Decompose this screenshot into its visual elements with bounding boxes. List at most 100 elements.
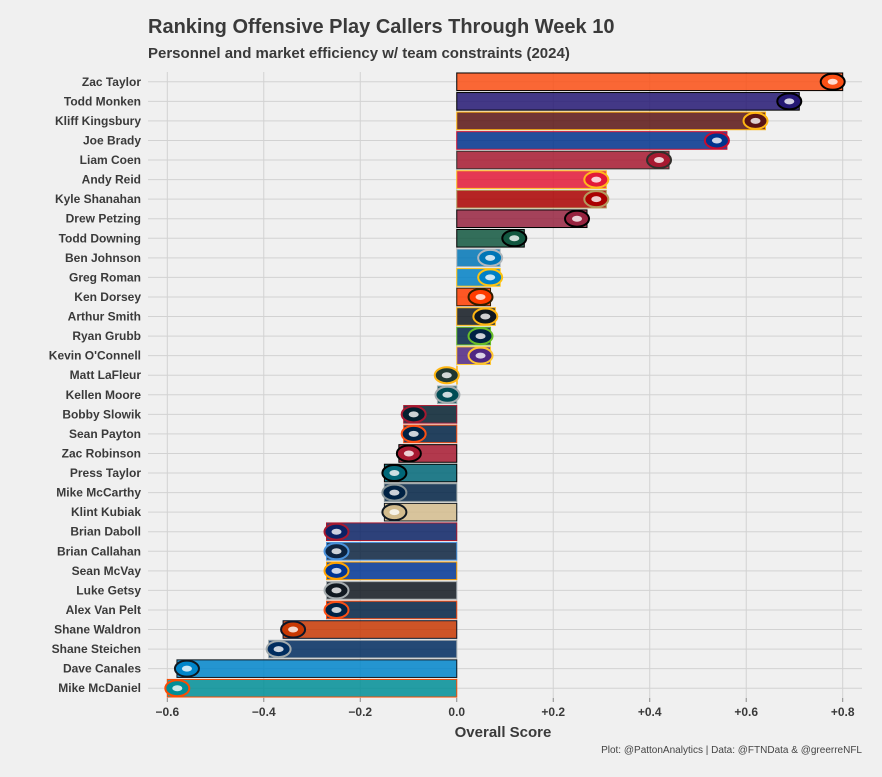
y-tick-label: Luke Getsy [76,583,141,597]
logo-highlight [485,254,496,261]
bar [456,92,800,111]
giants-logo-icon [323,522,350,541]
bar [282,620,458,639]
logo-highlight [389,489,400,496]
bills-logo-icon [703,131,730,150]
y-tick-label: Ryan Grubb [72,329,141,343]
logo-highlight [389,470,400,477]
x-tick-label: −0.4 [252,705,276,719]
jaguars-logo-icon [381,464,408,483]
logo-highlight [509,235,520,242]
y-tick-label: Mike McCarthy [56,486,141,500]
falcons-logo-icon [395,444,422,463]
bengals-logo-icon [819,72,846,91]
logo-highlight [408,411,419,418]
y-tick-label: Joe Brady [83,133,141,147]
y-tick-label: Andy Reid [82,173,141,187]
bar [456,111,767,131]
x-tick-label: +0.2 [541,705,565,719]
texans-logo-icon [400,405,427,424]
y-tick-label: Brian Daboll [70,525,141,539]
x-tick-label: +0.4 [638,705,662,719]
chiefs-logo-icon [583,170,610,189]
browns-logo-icon [323,600,350,619]
logo-highlight [441,372,452,379]
y-tick-label: Press Taylor [70,466,141,480]
chargers-logo-icon [477,268,504,287]
x-tick-label: +0.8 [831,705,855,719]
y-tick-label: Klint Kubiak [71,505,141,519]
y-axis-labels: Zac Taylor Todd Monken Kliff Kingsbury Joe … [49,75,142,695]
x-axis-title: Overall Score [455,724,552,741]
colts-logo-icon [265,640,292,659]
bar [456,72,844,92]
logo-highlight [654,157,665,164]
buccaneers-logo-icon [646,151,673,170]
logo-highlight [331,606,342,613]
y-tick-label: Zac Robinson [62,446,141,460]
ravens-logo-icon [776,92,803,111]
logo-highlight [442,391,453,398]
seahawks-logo-icon [467,327,494,346]
panthers-logo-icon [173,659,200,678]
titans-logo-icon [323,542,350,561]
x-tick-label: 0.0 [448,705,465,719]
logo-highlight [480,313,491,320]
saints-logo-icon [381,503,408,522]
y-tick-label: Drew Petzing [66,212,141,226]
y-tick-label: Alex Van Pelt [66,603,141,617]
y-tick-label: Kyle Shanahan [55,192,141,206]
y-tick-label: Zac Taylor [82,75,141,89]
logo-highlight [475,293,486,300]
y-tick-label: Arthur Smith [68,310,141,324]
y-tick-label: Kellen Moore [66,388,142,402]
bar [456,131,728,150]
logo-highlight [711,137,722,144]
y-tick-label: Liam Coen [80,153,141,167]
dolphins-logo-icon [164,679,191,698]
y-tick-label: Matt LaFleur [70,368,142,382]
y-tick-label: Dave Canales [63,662,141,676]
bar [176,659,458,678]
browns-logo-icon [467,287,494,306]
chart-subtitle: Personnel and market efficiency w/ team … [148,45,570,62]
broncos-logo-icon [400,424,427,443]
x-tick-label: −0.6 [155,705,179,719]
packers-logo-icon [433,366,460,385]
chart-caption: Plot: @PattonAnalytics | Data: @FTNData … [601,745,862,756]
x-axis: −0.6 −0.4 −0.2 0.0 +0.2 +0.4 +0.6 +0.8 Overall S… [155,698,855,741]
y-tick-label: Shane Waldron [54,623,141,637]
y-tick-label: Ben Johnson [65,251,141,265]
logo-highlight [591,176,602,183]
y-tick-label: Shane Steichen [52,642,141,656]
chart-title: Ranking Offensive Play Callers Through W… [148,16,615,38]
logo-highlight [181,665,192,672]
y-tick-label: Sean Payton [69,427,141,441]
x-tick-label: +0.6 [734,705,758,719]
jets-logo-icon [501,229,528,248]
bar [456,150,670,170]
y-tick-label: Bobby Slowik [62,407,141,421]
bears-logo-icon [280,620,307,639]
49ers-logo-icon [583,190,610,209]
eagles-logo-icon [434,385,461,404]
logo-highlight [784,98,795,105]
y-tick-label: Mike McDaniel [58,681,141,695]
logo-highlight [485,274,496,281]
logo-highlight [331,587,342,594]
bar [166,678,458,698]
logo-highlight [331,567,342,574]
cardinals-logo-icon [564,209,591,228]
x-tick-label: −0.2 [348,705,372,719]
logo-highlight [331,548,342,555]
lions-logo-icon [477,248,504,267]
y-tick-label: Todd Downing [59,231,141,245]
logo-highlight [827,78,838,85]
y-tick-label: Sean McVay [72,564,142,578]
logo-highlight [572,215,583,222]
bars [164,72,846,698]
rams-logo-icon [323,561,350,580]
logo-highlight [403,450,414,457]
logo-highlight [288,626,299,633]
cowboys-logo-icon [381,483,408,502]
